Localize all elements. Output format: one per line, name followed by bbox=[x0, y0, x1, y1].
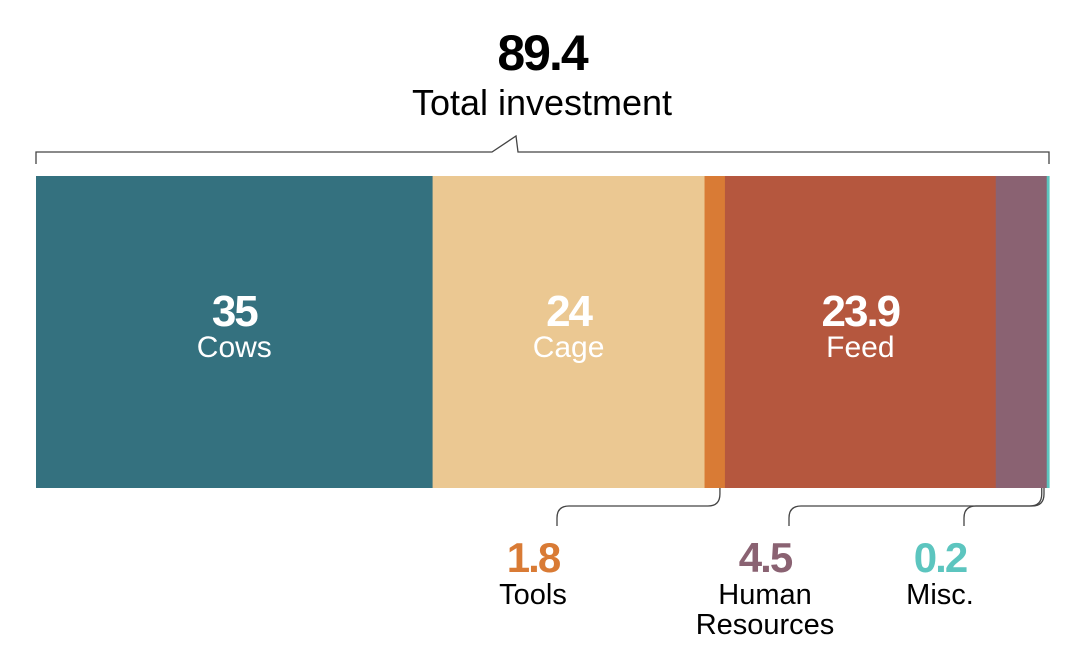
leader-line-tools bbox=[556, 488, 721, 526]
callout-value-human-resources: 4.5 bbox=[739, 534, 793, 581]
bar-segment-human-resources bbox=[995, 176, 1048, 488]
category-label-cows: Cows bbox=[197, 331, 272, 364]
total-header: 89.4 Total investment bbox=[412, 25, 672, 123]
total-label: Total investment bbox=[412, 82, 672, 123]
bar-segment-tools bbox=[704, 176, 726, 488]
callout-value-misc: 0.2 bbox=[914, 534, 967, 581]
bar-segment-cows bbox=[36, 176, 434, 488]
leader-line-human-resources bbox=[788, 488, 1043, 526]
data-label-cage: 24 bbox=[546, 287, 593, 336]
category-label-cage: Cage bbox=[533, 331, 605, 364]
bar-segments bbox=[36, 176, 1050, 488]
category-label-feed: Feed bbox=[826, 331, 894, 364]
data-label-cows: 35 bbox=[212, 287, 258, 336]
leader-line-misc bbox=[963, 488, 1045, 526]
callout-label-tools: Tools bbox=[499, 579, 567, 611]
bar-segment-misc bbox=[1046, 176, 1050, 488]
data-label-feed: 23.9 bbox=[822, 287, 900, 336]
callout-label-human-resources-line-2: Resources bbox=[696, 609, 835, 641]
bar-segment-feed bbox=[724, 176, 997, 488]
callout-value-tools: 1.8 bbox=[507, 534, 561, 581]
bar-segment-cage bbox=[432, 176, 706, 488]
callout-label-human-resources-line-1: Human bbox=[718, 579, 812, 611]
callout-label-misc: Misc. bbox=[906, 579, 974, 611]
total-value: 89.4 bbox=[497, 25, 589, 81]
total-bracket bbox=[35, 134, 1050, 164]
